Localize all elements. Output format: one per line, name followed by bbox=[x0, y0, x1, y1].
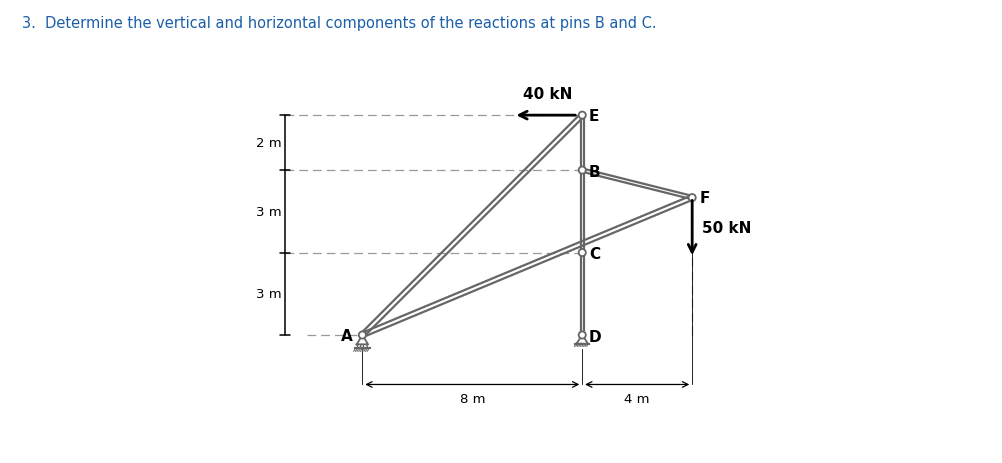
Circle shape bbox=[364, 344, 368, 349]
Text: B: B bbox=[589, 165, 601, 180]
Text: 4 m: 4 m bbox=[624, 392, 650, 405]
Circle shape bbox=[358, 344, 362, 349]
Text: 8 m: 8 m bbox=[460, 392, 485, 405]
Text: E: E bbox=[589, 108, 599, 123]
Text: C: C bbox=[589, 247, 600, 262]
Circle shape bbox=[579, 113, 586, 119]
Circle shape bbox=[579, 250, 586, 257]
Circle shape bbox=[688, 194, 695, 202]
Text: A: A bbox=[341, 328, 353, 343]
Text: F: F bbox=[699, 191, 710, 206]
Text: 3.  Determine the vertical and horizontal components of the reactions at pins B : 3. Determine the vertical and horizontal… bbox=[22, 16, 656, 31]
Text: 40 kN: 40 kN bbox=[523, 87, 572, 102]
Text: 3 m: 3 m bbox=[256, 206, 282, 219]
Text: 50 kN: 50 kN bbox=[701, 221, 752, 236]
Text: 3 m: 3 m bbox=[256, 288, 282, 300]
Circle shape bbox=[359, 332, 366, 339]
Circle shape bbox=[361, 344, 365, 349]
Text: 2 m: 2 m bbox=[256, 137, 282, 150]
Circle shape bbox=[579, 332, 586, 339]
Circle shape bbox=[579, 167, 586, 174]
Text: D: D bbox=[588, 329, 601, 344]
